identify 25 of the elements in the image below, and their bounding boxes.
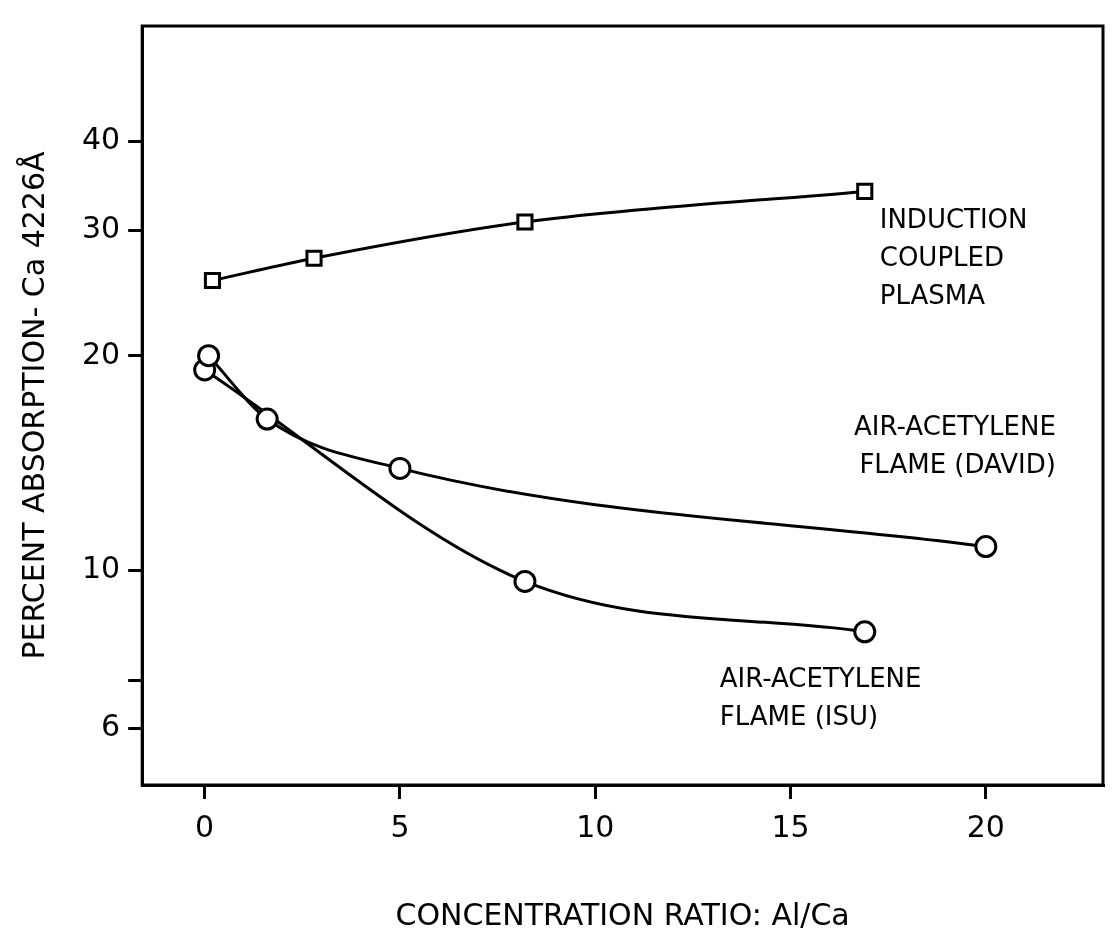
y-tick-label: 40 [81, 120, 121, 156]
point [203, 271, 222, 290]
point [255, 407, 279, 431]
y-tick-label: 20 [81, 335, 121, 371]
x-tick-label: 15 [771, 808, 810, 844]
x-tick-label: 20 [966, 808, 1005, 844]
point [856, 182, 874, 200]
series-label: INDUCTION COUPLED PLASMA [879, 204, 1028, 311]
y-axis-title: PERCENT ABSORPTION- Ca 4226Å [15, 150, 51, 660]
point [388, 456, 412, 480]
point [513, 569, 537, 593]
point [516, 213, 534, 231]
point [197, 344, 221, 368]
point [974, 535, 998, 559]
y-tick-label: 6 [101, 708, 121, 744]
x-tick-label: 0 [195, 808, 215, 844]
y-tick-label: 10 [81, 550, 121, 586]
point [305, 249, 323, 267]
x-axis-title: CONCENTRATION RATIO: Al/Ca [395, 896, 850, 932]
point [853, 620, 877, 644]
y-tick-label: 30 [81, 209, 121, 245]
x-tick-label: 5 [390, 808, 410, 844]
x-tick-label: 10 [576, 808, 615, 844]
series-label: AIR-ACETYLENE FLAME (ISU) [719, 662, 922, 731]
text: AIR-ACETYLENE FLAME (DAVID) [854, 411, 1056, 480]
